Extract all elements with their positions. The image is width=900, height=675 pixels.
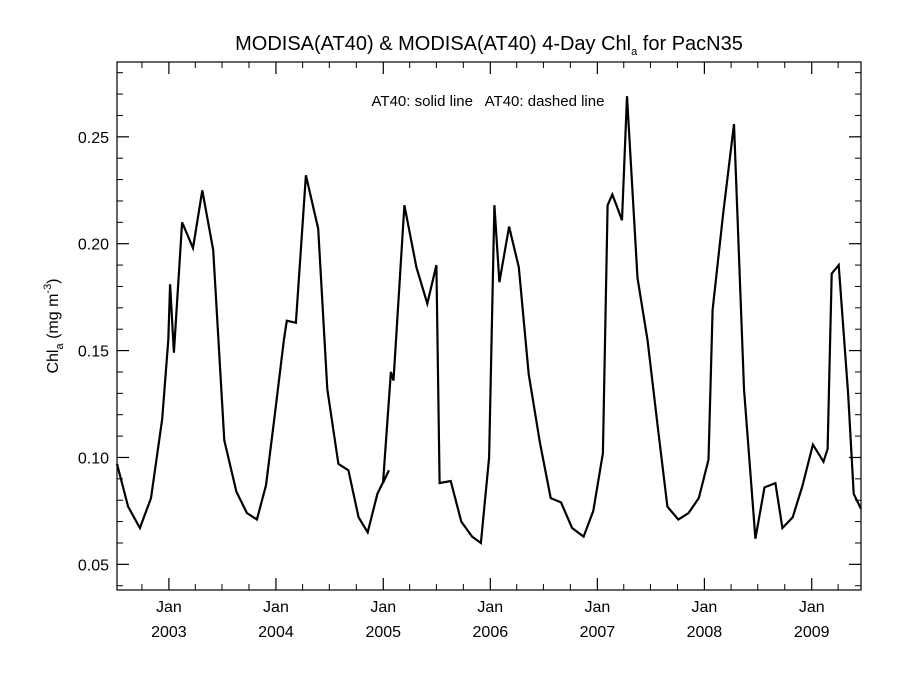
x-tick-year: 2009 (794, 624, 830, 641)
x-tick-year: 2006 (473, 624, 509, 641)
x-tick-month: Jan (370, 599, 396, 616)
y-tick-label: 0.15 (78, 344, 109, 361)
x-tick-month: Jan (692, 599, 718, 616)
plot-frame (116, 61, 862, 591)
x-tick-month: Jan (263, 599, 289, 616)
series-layer (115, 96, 862, 546)
y-tick-label: 0.10 (78, 450, 109, 467)
x-tick-month: Jan (799, 599, 825, 616)
x-tick-month: Jan (477, 599, 503, 616)
x-tick-month: Jan (584, 599, 610, 616)
y-tick-label: 0.20 (78, 237, 109, 254)
y-axis: 0.05 0.10 0.15 0.20 0.25 (78, 72, 861, 587)
x-tick-year: 2007 (580, 624, 616, 641)
x-tick-year: 2004 (258, 624, 294, 641)
x-tick-year: 2005 (365, 624, 401, 641)
x-tick-month: Jan (156, 599, 182, 616)
series-line (115, 96, 862, 546)
series-annotation: AT40: solid line AT40: dashed line (372, 93, 605, 110)
y-tick-label: 0.05 (78, 557, 109, 574)
y-tick-label: 0.25 (78, 130, 109, 147)
x-axis: Jan 2003 Jan 2004 Jan 2005 Jan 2006 Jan 2007 Jan 20… (141, 62, 839, 641)
y-axis-label: Chla (mg m-3) (42, 278, 66, 373)
x-tick-year: 2003 (151, 624, 187, 641)
chart-title: MODISA(AT40) & MODISA(AT40) 4-Day Chla f… (235, 33, 743, 58)
x-tick-year: 2008 (687, 624, 723, 641)
